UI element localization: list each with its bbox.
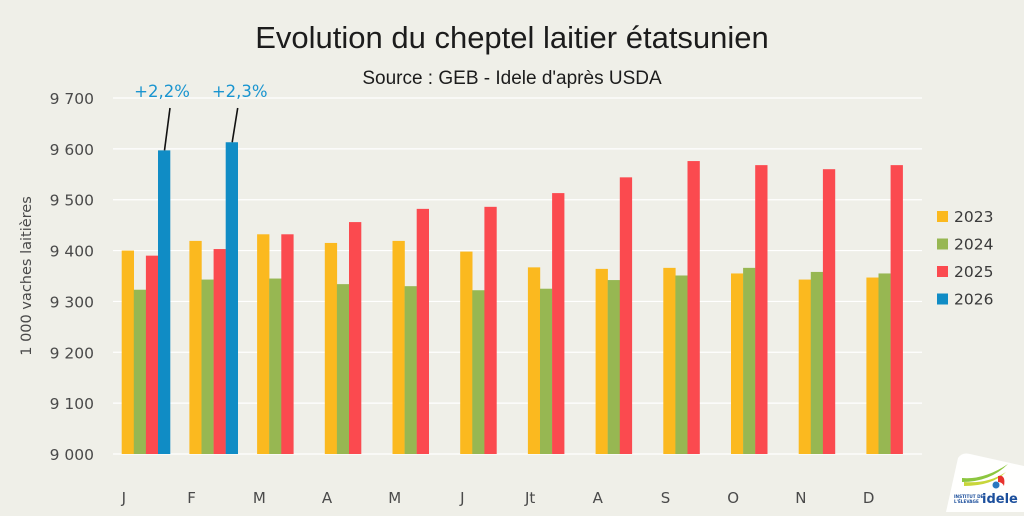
bar-2025-4 bbox=[416, 208, 429, 454]
legend-label: 2023 bbox=[954, 208, 993, 226]
bar-2025-3 bbox=[349, 222, 362, 454]
bar-2025-0 bbox=[145, 255, 159, 454]
y-tick-label: 9 100 bbox=[50, 395, 94, 413]
bar-2024-3 bbox=[336, 284, 350, 454]
bar-2023-11 bbox=[866, 277, 879, 454]
y-axis-label: 1 000 vaches laitières bbox=[19, 196, 35, 356]
bar-2023-8 bbox=[663, 267, 676, 454]
y-tick-label: 9 400 bbox=[50, 243, 94, 261]
bar-2026-0 bbox=[158, 150, 171, 454]
y-tick-label: 9 200 bbox=[50, 344, 94, 362]
bar-2023-0 bbox=[121, 250, 134, 454]
x-tick-label: M bbox=[253, 489, 266, 507]
chart-title: Evolution du cheptel laitier étatsunien bbox=[255, 20, 769, 55]
legend-swatch-2024 bbox=[937, 238, 948, 250]
x-tick-label: S bbox=[661, 489, 671, 507]
annotation-leader-line bbox=[163, 107, 171, 151]
bar-2025-10 bbox=[822, 169, 836, 454]
logo-line2: L'ÉLEVAGE bbox=[954, 499, 979, 504]
legend-label: 2025 bbox=[954, 263, 993, 281]
bar-2026-1 bbox=[225, 142, 238, 454]
bar-2024-7 bbox=[607, 280, 620, 454]
bar-2024-8 bbox=[675, 275, 688, 454]
x-axis-ticks: J F M A M J Jt A S O N D bbox=[121, 489, 875, 507]
bar-2023-9 bbox=[731, 273, 744, 454]
y-axis-ticks: 9 000 9 100 9 200 9 300 9 400 9 500 9 600 9 700 bbox=[50, 90, 94, 464]
gridlines bbox=[113, 97, 922, 455]
bar-2024-4 bbox=[404, 286, 417, 454]
annotation-label: +2,2% bbox=[134, 82, 190, 101]
bar-2023-3 bbox=[324, 242, 338, 454]
legend-swatch-2025 bbox=[937, 266, 948, 277]
x-tick-label: Jt bbox=[524, 489, 535, 507]
logo-brand: idele bbox=[982, 492, 1018, 507]
bar-2025-8 bbox=[687, 161, 700, 454]
legend-label: 2026 bbox=[954, 291, 993, 309]
idele-logo: INSTITUT DE L'ÉLEVAGE idele bbox=[932, 452, 1024, 512]
legend-label: 2024 bbox=[954, 236, 993, 254]
x-tick-label: J bbox=[459, 489, 464, 507]
annotation-leader-line bbox=[231, 107, 239, 143]
chart-subtitle: Source : GEB - Idele d'après USDA bbox=[362, 68, 662, 89]
bar-2024-0 bbox=[133, 289, 147, 454]
x-tick-label: O bbox=[727, 489, 739, 507]
legend-swatch-2023 bbox=[937, 211, 948, 222]
bar-2023-5 bbox=[460, 251, 473, 454]
bar-2023-4 bbox=[392, 240, 405, 454]
x-tick-label: J bbox=[121, 489, 126, 507]
x-tick-label: N bbox=[795, 489, 806, 507]
bar-2025-6 bbox=[552, 193, 565, 455]
y-tick-label: 9 300 bbox=[50, 293, 94, 311]
x-tick-label: D bbox=[863, 489, 875, 507]
y-tick-label: 9 600 bbox=[50, 141, 94, 159]
annotations: +2,2% +2,3% bbox=[134, 82, 268, 151]
bar-2025-7 bbox=[619, 177, 633, 454]
annotation-label: +2,3% bbox=[212, 82, 268, 101]
bar-2025-5 bbox=[484, 206, 497, 454]
bar-2024-9 bbox=[743, 267, 756, 454]
bar-2024-5 bbox=[472, 290, 485, 454]
bar-2024-6 bbox=[540, 288, 553, 454]
x-tick-label: F bbox=[187, 489, 196, 507]
bar-2025-1 bbox=[213, 249, 226, 454]
bar-2023-1 bbox=[189, 240, 202, 454]
bar-2025-9 bbox=[755, 165, 768, 455]
bar-2024-10 bbox=[810, 271, 824, 454]
bar-2023-7 bbox=[595, 268, 608, 454]
logo-line1: INSTITUT DE bbox=[954, 494, 984, 499]
legend-swatch-2026 bbox=[937, 293, 948, 305]
x-tick-label: M bbox=[388, 489, 401, 507]
legend: 2023 2024 2025 2026 bbox=[937, 208, 993, 309]
y-tick-label: 9 700 bbox=[50, 90, 94, 108]
y-tick-label: 9 500 bbox=[50, 192, 94, 210]
bar-2023-2 bbox=[257, 234, 270, 454]
bars bbox=[121, 142, 903, 455]
bar-2023-10 bbox=[798, 279, 811, 454]
bar-2024-2 bbox=[269, 278, 282, 454]
bar-2025-2 bbox=[281, 234, 294, 454]
x-tick-label: A bbox=[593, 489, 604, 507]
x-tick-label: A bbox=[322, 489, 333, 507]
y-tick-label: 9 000 bbox=[50, 446, 94, 464]
bar-2025-11 bbox=[890, 165, 903, 455]
bar-2024-11 bbox=[878, 273, 891, 454]
bar-2023-6 bbox=[527, 267, 541, 454]
bar-2024-1 bbox=[201, 279, 214, 454]
